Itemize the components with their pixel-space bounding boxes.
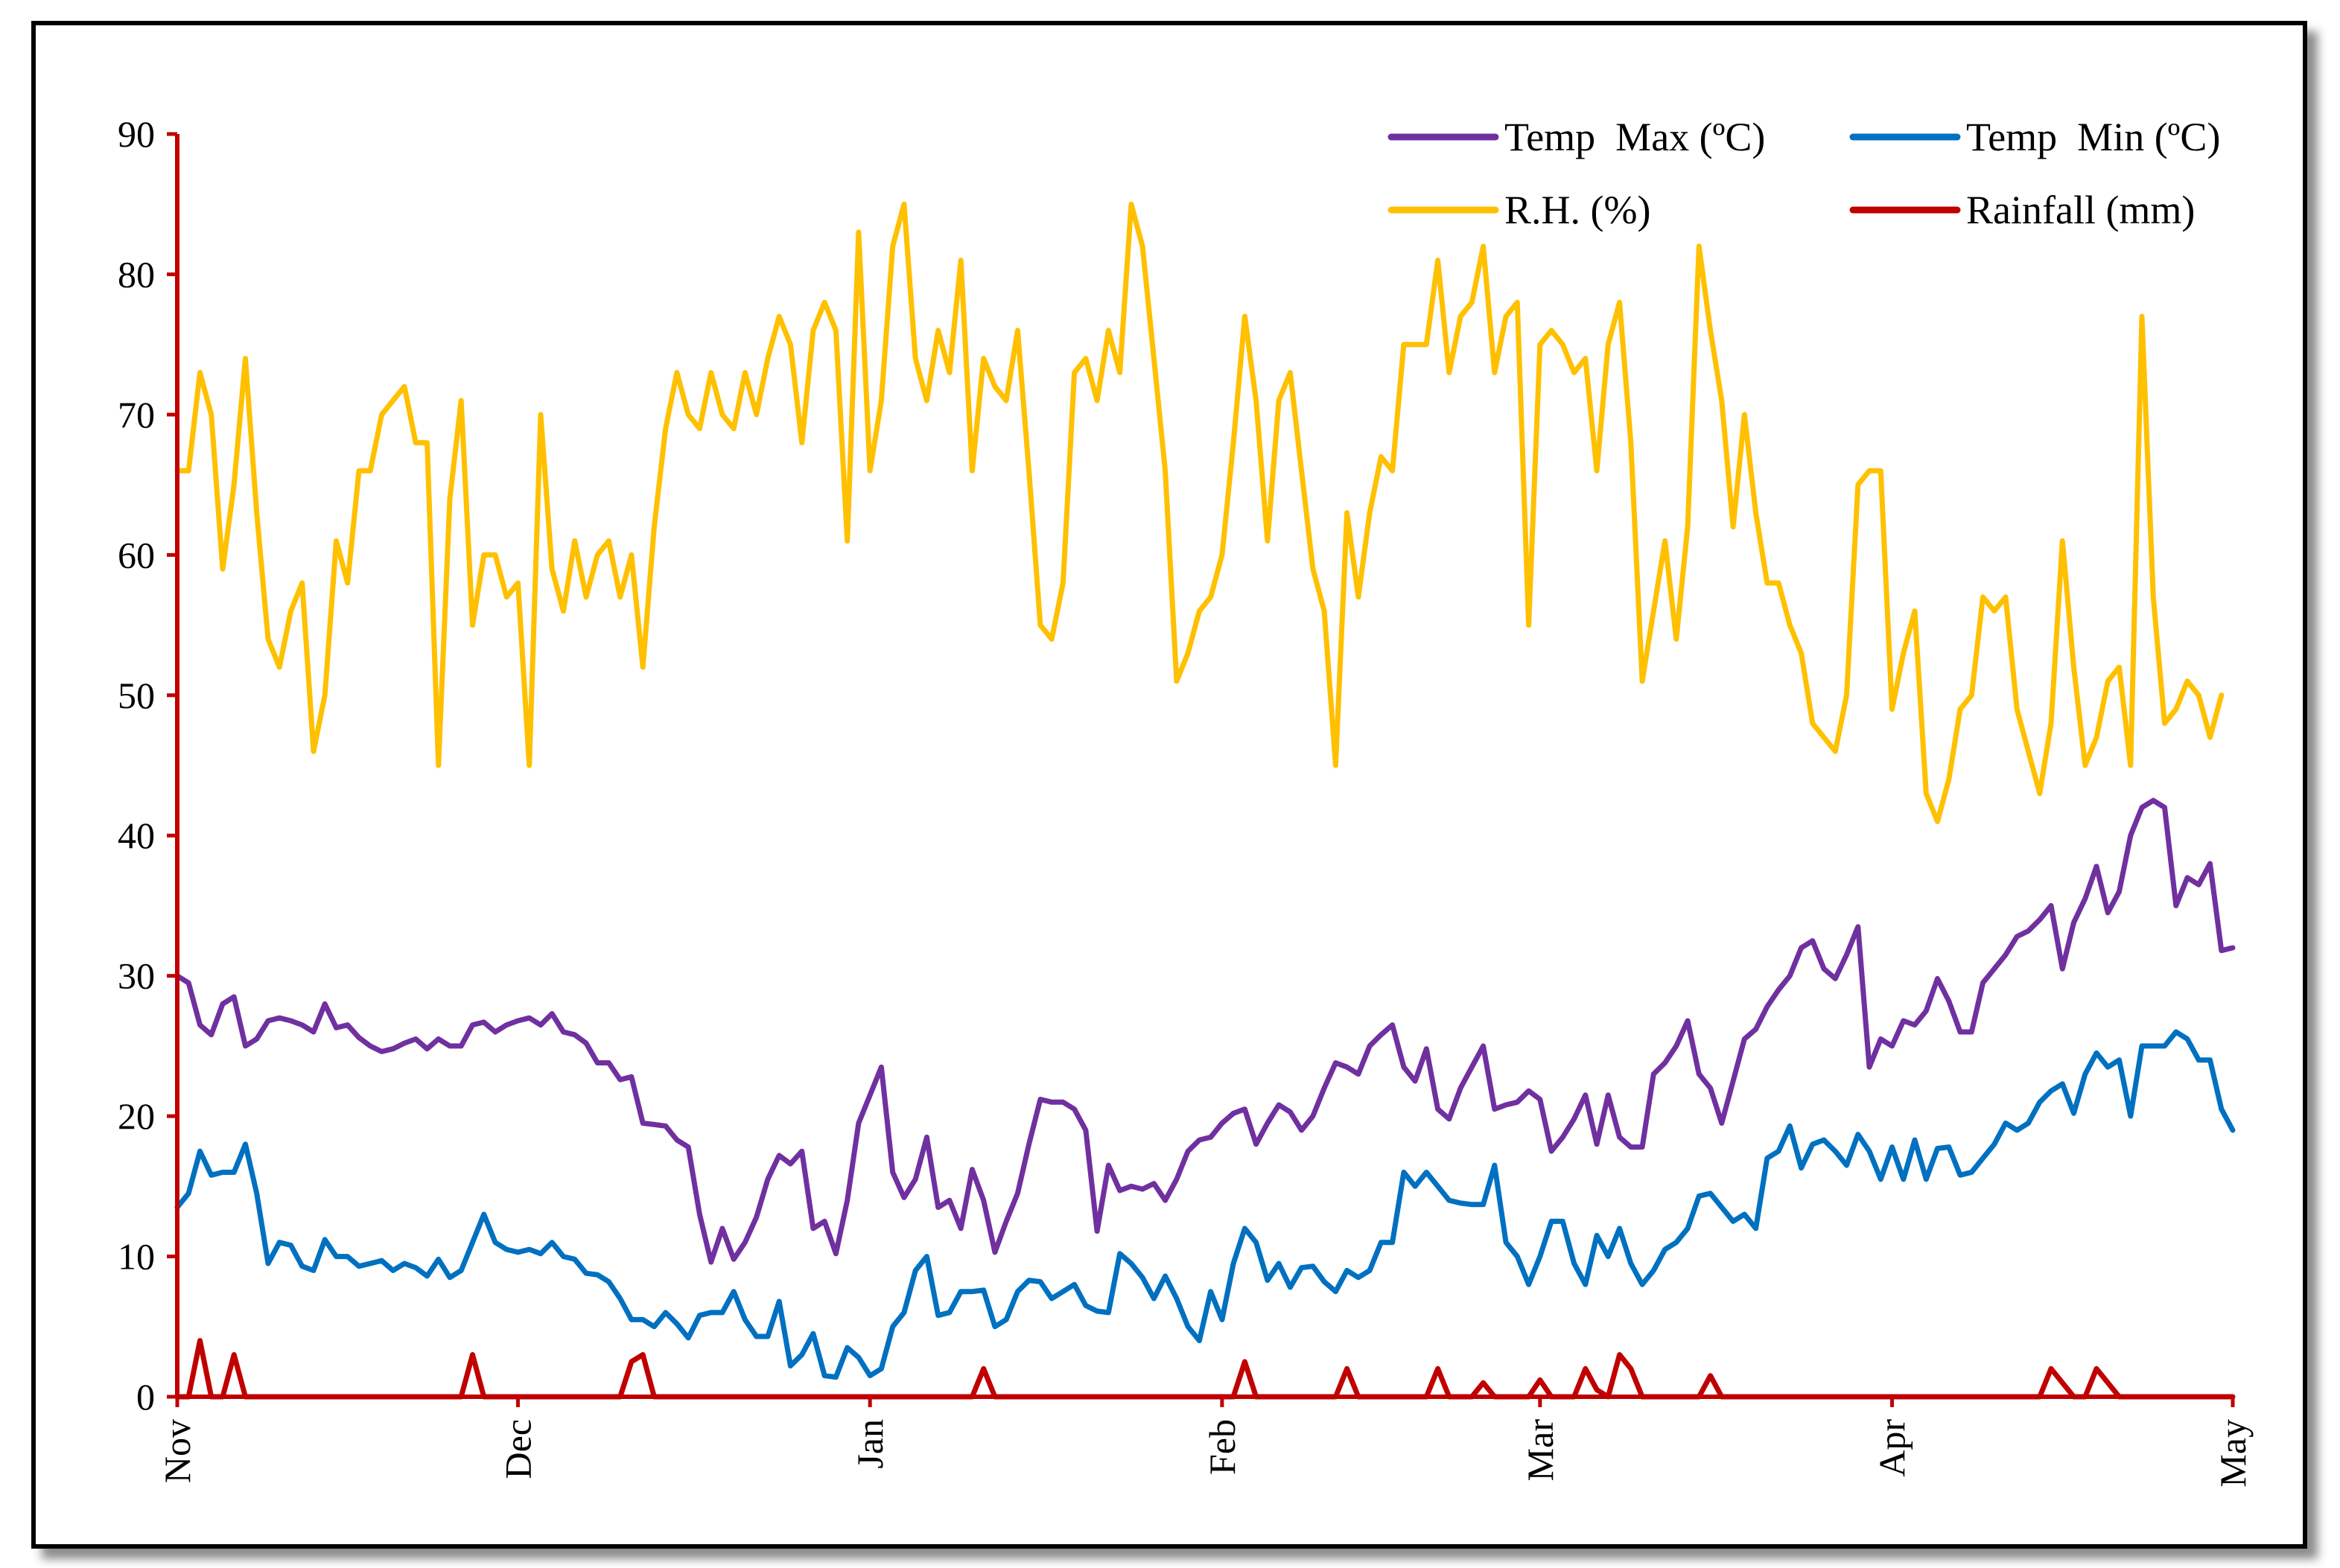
axes-layer: 0 10 20 30 40 50 60 70 80 90 Nov Dec Jan Feb Mar Apr May	[118, 113, 2254, 1488]
y-tick-label: 0	[136, 1376, 155, 1418]
y-tick-label: 30	[118, 955, 155, 997]
x-tick-label: Feb	[1201, 1419, 1243, 1475]
x-tick-label: Dec	[497, 1419, 538, 1479]
y-tick-label: 60	[118, 534, 155, 576]
y-tick-label: 20	[118, 1095, 155, 1137]
series-line-rainfall-mm	[174, 1338, 2236, 1400]
series-line-temp-min-c	[174, 1029, 2236, 1380]
legend-label-r-h: R.H. (%)	[1504, 188, 1650, 232]
y-tick-label: 10	[118, 1236, 155, 1278]
legend: Temp Max (ºC) Temp Min (ºC) R.H. (%) Rainfa…	[1387, 115, 2220, 232]
x-tick-label: Apr	[1872, 1419, 1913, 1477]
series-line-temp-max-c	[174, 797, 2236, 1265]
x-tick-label: Jan	[849, 1419, 891, 1469]
x-tick-label: Mar	[1519, 1419, 1561, 1482]
y-tick-label: 70	[118, 394, 155, 436]
chart-frame: 0 10 20 30 40 50 60 70 80 90 Nov Dec Jan Feb Mar Apr May…	[31, 21, 2307, 1549]
y-tick-label: 40	[118, 815, 155, 856]
x-tick-label: May	[2212, 1419, 2254, 1488]
y-tick-label: 90	[118, 113, 155, 155]
legend-label-rainfall-mm: Rainfall (mm)	[1966, 188, 2195, 232]
x-tick-label: Nov	[156, 1419, 198, 1483]
legend-label-temp-max-c: Temp Max (ºC)	[1504, 115, 1765, 159]
legend-label-temp-min-c: Temp Min (ºC)	[1966, 115, 2220, 159]
series-layer	[174, 201, 2236, 1400]
y-tick-label: 50	[118, 675, 155, 716]
line-chart: 0 10 20 30 40 50 60 70 80 90 Nov Dec Jan Feb Mar Apr May…	[118, 113, 2254, 1488]
y-tick-label: 80	[118, 253, 155, 295]
series-line-r-h	[174, 201, 2225, 824]
